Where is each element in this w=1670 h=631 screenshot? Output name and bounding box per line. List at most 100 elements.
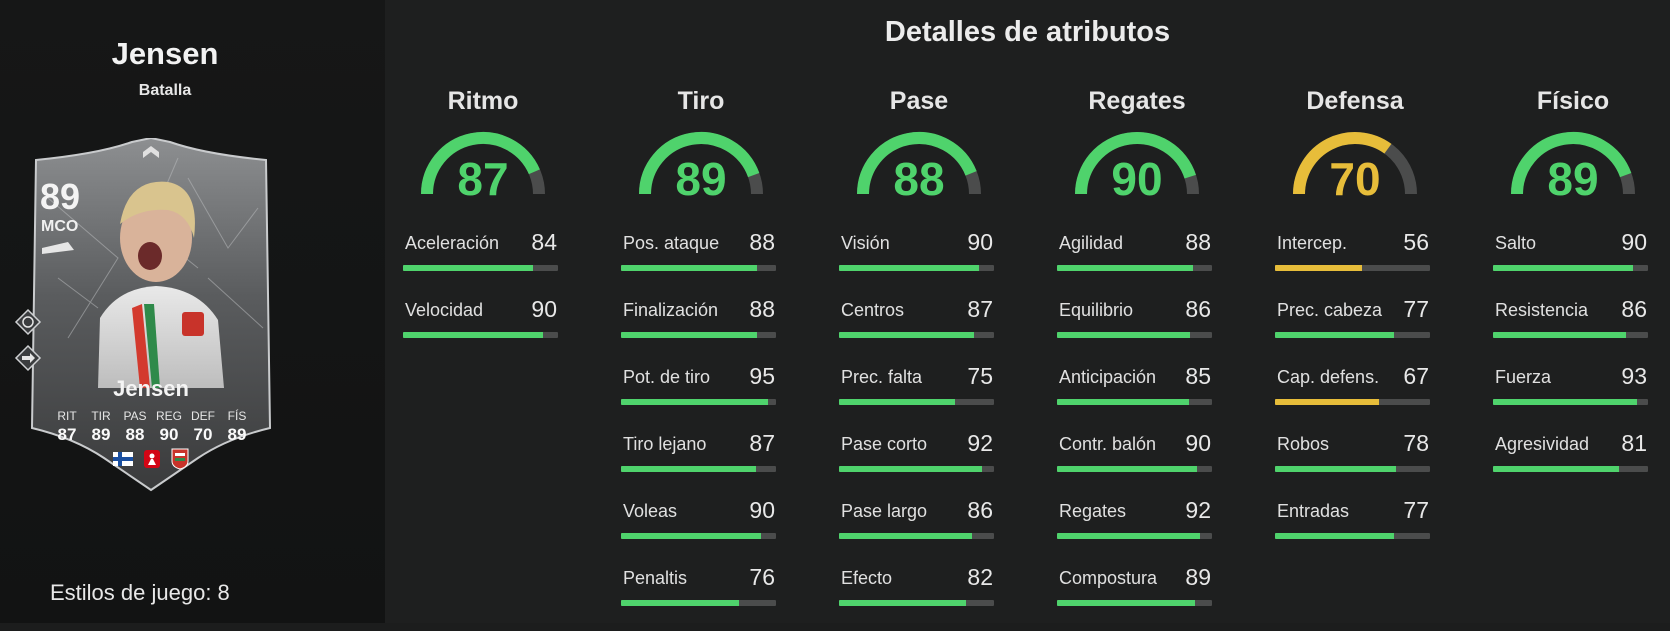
- card-stat-label: TIR: [91, 409, 111, 423]
- attribute-name: Aceleración: [405, 233, 500, 253]
- attribute-bar-fill: [1275, 399, 1379, 405]
- player-card[interactable]: 89 MCO Jensen RIT 87 TIR 89 PAS 88 REG 9…: [28, 138, 274, 494]
- attribute-bar-fill: [621, 533, 761, 539]
- gauge-arc: [639, 132, 763, 195]
- attribute-bar: [1275, 399, 1430, 405]
- attribute-value: 88: [749, 229, 775, 255]
- attribute-value: 76: [749, 564, 775, 590]
- attribute-bar-fill: [621, 466, 756, 472]
- attribute-bar: [1493, 399, 1648, 405]
- attribute-value: 90: [967, 229, 993, 255]
- attribute-bar: [1493, 466, 1648, 472]
- attribute-name: Compostura: [1059, 568, 1158, 588]
- attribute-bar: [839, 533, 994, 539]
- attribute-name: Regates: [1059, 501, 1127, 521]
- category-title: Ritmo: [447, 87, 519, 115]
- attribute-name: Prec. cabeza: [1277, 300, 1383, 320]
- category-title: Regates: [1088, 87, 1186, 115]
- attribute-bar-fill: [839, 332, 974, 338]
- card-stat-value: 89: [227, 425, 247, 444]
- attribute-value: 92: [967, 430, 993, 456]
- attribute-bar: [403, 332, 558, 338]
- attribute-name: Equilibrio: [1059, 300, 1134, 320]
- playstyles-count: Estilos de juego: 8: [50, 580, 230, 605]
- attribute-name: Velocidad: [405, 300, 484, 320]
- attribute-bar: [839, 466, 994, 472]
- card-background: [30, 138, 272, 492]
- attribute-value: 90: [1621, 229, 1647, 255]
- playstyle-plus-icon[interactable]: [14, 308, 42, 336]
- attribute-value: 92: [1185, 497, 1211, 523]
- attribute-row: Prec. cabeza 77: [1275, 296, 1435, 363]
- attribute-row: Pot. de tiro 95: [621, 363, 781, 430]
- attribute-bar: [621, 533, 776, 539]
- attribute-bar: [839, 399, 994, 405]
- bundesliga-logo: [144, 450, 160, 468]
- attribute-bar: [1057, 332, 1212, 338]
- category-rating: 90: [1111, 153, 1163, 205]
- attribute-row: Velocidad 90: [403, 296, 563, 363]
- attribute-row: Visión 90: [839, 229, 999, 296]
- gauge-arc: [1511, 132, 1635, 195]
- attribute-bar: [1493, 332, 1648, 338]
- card-stat-value: 88: [125, 425, 145, 444]
- attribute-bar-fill: [621, 399, 769, 405]
- attribute-row: Voleas 90: [621, 497, 781, 564]
- attribute-value: 67: [1403, 363, 1429, 389]
- attribute-value: 88: [749, 296, 775, 322]
- card-stat: REG 90: [152, 409, 186, 445]
- attribute-row: Robos 78: [1275, 430, 1435, 497]
- attribute-row: Finalización 88: [621, 296, 781, 363]
- attribute-bar-fill: [1493, 332, 1627, 338]
- attribute-list: Salto 90 Resistencia 86 Fuerza 93 Agresividad 8…: [1493, 229, 1653, 497]
- attribute-name: Anticipación: [1059, 367, 1157, 387]
- card-badges: [28, 448, 274, 470]
- attribute-row: Compostura 89: [1057, 564, 1217, 631]
- category-rating: 89: [675, 153, 727, 205]
- playstyle-arrow-icon[interactable]: [14, 344, 42, 372]
- attribute-bar: [839, 600, 994, 606]
- attribute-row: Pos. ataque 88: [621, 229, 781, 296]
- attribute-bar-fill: [621, 332, 758, 338]
- attribute-column: Pase 88 Visión 90 Centros 87 Prec. falta 75 Pase…: [839, 84, 999, 631]
- attribute-bar: [621, 466, 776, 472]
- category-rating: 88: [893, 153, 945, 205]
- gauge-fill: [857, 132, 977, 195]
- attribute-value: 90: [531, 296, 557, 322]
- attribute-bar: [839, 332, 994, 338]
- attribute-bar: [1057, 533, 1212, 539]
- attribute-row: Regates 92: [1057, 497, 1217, 564]
- category-title: Tiro: [677, 87, 725, 115]
- gauge-fill: [1075, 132, 1196, 195]
- attribute-bar-fill: [839, 600, 967, 606]
- attribute-name: Centros: [841, 300, 905, 320]
- attribute-bar-fill: [1493, 265, 1633, 271]
- attribute-list: Pos. ataque 88 Finalización 88 Pot. de tiro 9…: [621, 229, 781, 631]
- attribute-value: 77: [1403, 296, 1429, 322]
- attribute-name: Cap. defens.: [1277, 367, 1380, 387]
- category-gauge: 90: [1057, 126, 1217, 206]
- attribute-value: 86: [1185, 296, 1211, 322]
- gauge-fill: [421, 132, 540, 195]
- attribute-bar-fill: [1057, 466, 1197, 472]
- category-gauge: 89: [1493, 126, 1653, 206]
- card-stat-value: 89: [91, 425, 111, 444]
- attribute-row: Tiro lejano 87: [621, 430, 781, 497]
- attribute-value: 86: [1621, 296, 1647, 322]
- card-stat-label: REG: [155, 409, 182, 423]
- attribute-name: Contr. balón: [1059, 434, 1157, 454]
- attribute-list: Visión 90 Centros 87 Prec. falta 75 Pase corto…: [839, 229, 999, 631]
- attribute-list: Aceleración 84 Velocidad 90: [403, 229, 563, 363]
- attribute-value: 81: [1621, 430, 1647, 456]
- attribute-row: Salto 90: [1493, 229, 1653, 296]
- attribute-bar: [621, 600, 776, 606]
- player-panel: Jensen Batalla: [0, 0, 385, 623]
- category-title: Físico: [1536, 87, 1610, 115]
- attribute-bar-fill: [1057, 533, 1200, 539]
- attribute-value: 84: [531, 229, 557, 255]
- attribute-bar-fill: [839, 265, 979, 271]
- attribute-bar-fill: [1057, 265, 1194, 271]
- attribute-value: 90: [749, 497, 775, 523]
- attribute-row: Cap. defens. 67: [1275, 363, 1435, 430]
- card-stat: TIR 89: [84, 409, 118, 445]
